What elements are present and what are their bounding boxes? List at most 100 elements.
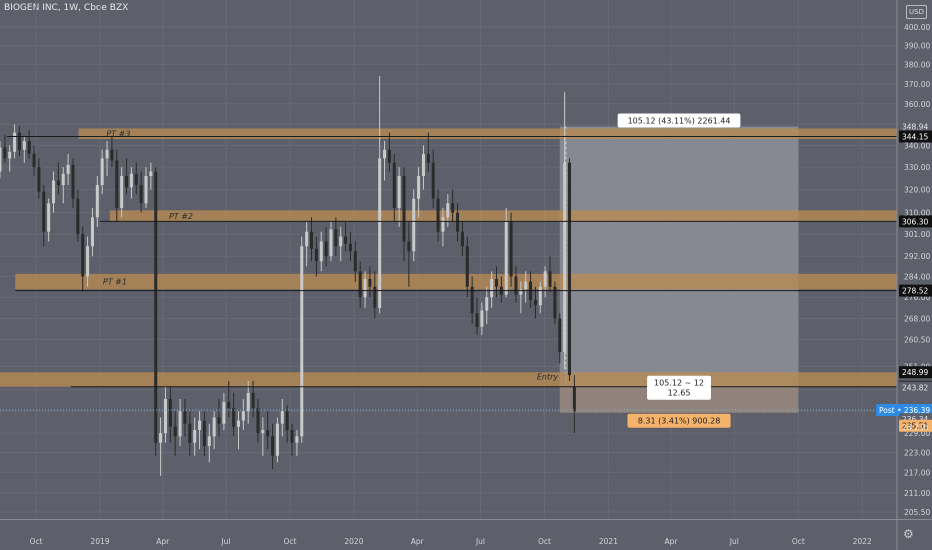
time-tick-label: Apr [411, 537, 425, 546]
target-area[interactable] [559, 126, 799, 387]
candle-body [90, 217, 94, 247]
price-tick-label: 370.00 [904, 80, 930, 89]
time-tick-label: 2021 [599, 537, 618, 546]
candle-body [3, 147, 7, 159]
candle-body [110, 149, 114, 161]
candle-body [198, 420, 202, 430]
price-tick-label: 320.00 [904, 186, 930, 195]
time-tick-label: Oct [792, 537, 805, 546]
price-badge-text: 306.30 [902, 217, 928, 226]
price-badge: 235.51 [899, 419, 932, 432]
candle-body [13, 132, 17, 152]
candle-body [436, 198, 440, 232]
gear-icon[interactable]: ⚙ [903, 527, 914, 541]
target-label: 105.12 (43.11%) 2261.44 [617, 113, 741, 128]
candle-body [217, 417, 221, 424]
price-badge-box [899, 284, 932, 297]
candle-body [421, 153, 425, 176]
time-tick-label: 2019 [91, 537, 110, 546]
price-tick-label: 380.00 [904, 60, 930, 69]
candle-body [519, 289, 523, 295]
price-tick-label: 301.00 [904, 230, 930, 239]
candle-body [207, 436, 211, 446]
time-tick-label: 2020 [344, 537, 363, 546]
price-tick-label: 211.00 [904, 489, 930, 498]
candle-body [514, 276, 518, 295]
candle-body [509, 222, 513, 277]
price-tick-label: 340.00 [904, 141, 930, 150]
candle-body [159, 433, 163, 443]
candle-body [314, 248, 318, 262]
candle-body [543, 271, 547, 287]
zone-label: PT #1 [103, 278, 127, 287]
candle-body [246, 392, 250, 412]
candle-body [95, 184, 99, 218]
candle-body [387, 149, 391, 163]
candle-body [47, 203, 51, 232]
price-badge-text: Post • 236.39 [879, 406, 930, 415]
candle-body [241, 411, 245, 421]
candle-body [81, 234, 85, 277]
candle-body [295, 436, 299, 443]
price-tick-label: 276.00 [904, 293, 930, 302]
candle-body [329, 229, 333, 257]
candle-body [37, 167, 41, 192]
candle-body [0, 147, 2, 172]
price-tick-label: 330.00 [904, 163, 930, 172]
stop-label-text: 8.31 (3.41%) 900.28 [638, 417, 721, 426]
candle-body [232, 408, 236, 427]
price-badge: 278.52 [899, 284, 932, 297]
price-badge: 348.94 [899, 120, 932, 133]
candle-body [222, 402, 226, 424]
candle-body [533, 299, 537, 306]
zone-1 [78, 128, 898, 139]
price-badge: Post • 236.39 [876, 404, 932, 417]
candle-body [173, 426, 177, 437]
candle-body [353, 251, 357, 272]
stop-label-box [627, 413, 731, 428]
ratio-label-box [647, 375, 711, 400]
target-label-box [617, 113, 741, 128]
candle-body [402, 175, 406, 242]
candle-body [275, 423, 279, 456]
candle-body [504, 222, 508, 295]
candle-body [368, 278, 372, 287]
candle-body [149, 171, 153, 176]
price-badge-text: 236.34 [902, 415, 928, 424]
price-axis[interactable]: 205.50211.00217.00223.00229.00236.00243.… [876, 0, 932, 550]
candle-body [285, 411, 289, 430]
candle-body [339, 236, 343, 247]
long-position-tool[interactable] [559, 126, 799, 413]
candle-body [485, 297, 489, 311]
price-badge-box [899, 130, 932, 143]
candle-body [71, 164, 75, 199]
price-badge-text: 348.94 [902, 122, 928, 131]
candle-body [563, 162, 567, 353]
price-badge: 344.15 [899, 130, 932, 143]
price-tick-label: 310.00 [904, 209, 930, 218]
price-badge-text: 344.15 [902, 133, 928, 142]
time-axis[interactable]: Oct 2019 Apr Jul Oct 2020 Apr Jul Oct 2021 Apr Jul O… [0, 519, 932, 547]
ratio-label-text: 105.12 ~ 12 [654, 379, 704, 388]
time-tick-label: Jul [220, 537, 230, 546]
candle-body [397, 175, 401, 208]
candle-body [188, 423, 192, 443]
candle-body [32, 153, 36, 168]
candle-body [412, 198, 416, 252]
candle-body [266, 429, 270, 437]
candle-body [271, 436, 275, 456]
candle-body [105, 149, 109, 159]
currency-badge[interactable]: USD [906, 5, 927, 19]
candle-body [168, 398, 172, 427]
candle-body [470, 286, 474, 314]
candles [0, 75, 576, 476]
candle-body [125, 175, 129, 188]
time-tick-label: 2022 [853, 537, 872, 546]
candle-body [139, 184, 143, 204]
candle-body [178, 411, 182, 437]
candle-body [348, 243, 352, 252]
stop-label: 8.31 (3.41%) 900.28 [627, 413, 731, 428]
candle-body [8, 151, 12, 159]
